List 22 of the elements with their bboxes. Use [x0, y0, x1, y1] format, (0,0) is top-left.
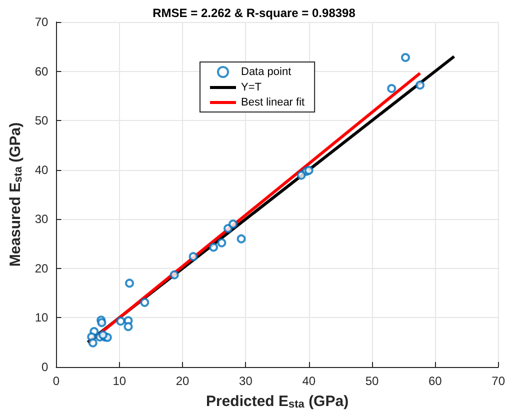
x-axis-title: Predicted Esta (GPa): [206, 393, 349, 410]
legend-label: Y=T: [241, 82, 262, 94]
y-tick-label: 40: [34, 162, 49, 177]
x-tick-label: 70: [492, 374, 506, 388]
y-tick-label: 70: [34, 15, 49, 29]
x-tick-label: 50: [365, 374, 380, 388]
y-tick-label: 20: [34, 261, 49, 276]
legend-label: Best linear fit: [241, 96, 305, 108]
x-tick-label: 30: [239, 374, 253, 388]
y-tick-label: 60: [34, 64, 49, 78]
x-tick-label: 60: [428, 374, 442, 388]
y-tick-label: 0: [42, 360, 49, 374]
x-tick-label: 40: [302, 374, 316, 388]
chart-title: RMSE = 2.262 & R-square = 0.98398: [152, 6, 356, 20]
y-axis-title: Measured Esta (GPa): [7, 122, 24, 267]
y-tick-label: 30: [34, 212, 49, 226]
x-tick-label: 10: [112, 374, 126, 388]
x-tick-label: 0: [52, 374, 60, 388]
y-tick-label: 50: [34, 114, 49, 128]
y-tick-label: 10: [34, 310, 49, 325]
x-tick-label: 20: [176, 374, 190, 388]
legend-label: Data point: [241, 66, 292, 78]
